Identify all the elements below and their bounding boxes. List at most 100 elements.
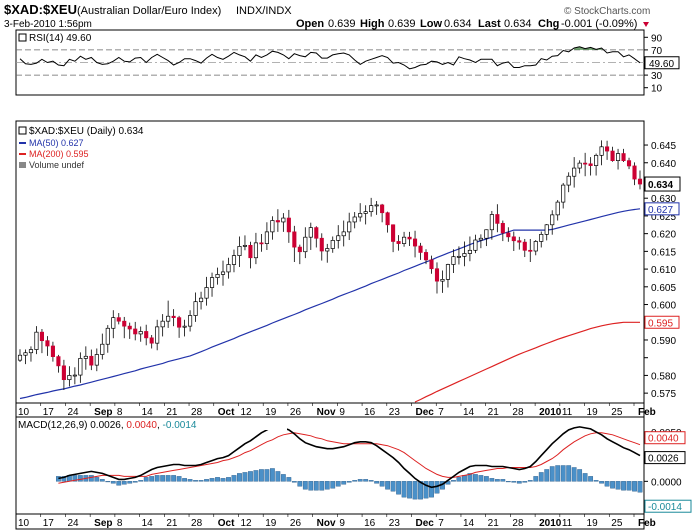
macd-hist-bar <box>418 481 423 500</box>
macd-hist-bar <box>182 478 187 482</box>
price-tick-label: 0.620 <box>651 230 676 241</box>
macd-hist-bar <box>138 480 144 482</box>
x-tick-label: 19 <box>587 518 599 529</box>
high-value: 0.639 <box>388 18 416 30</box>
macd-hist-bar <box>610 481 615 489</box>
x-tick-label: 14 <box>142 518 154 529</box>
macd-panel <box>15 416 645 515</box>
macd-signal-box <box>644 431 686 445</box>
macd-hist-bar <box>56 476 61 482</box>
macd-hist-bar <box>637 481 643 493</box>
candle-up <box>478 237 483 241</box>
candle-up <box>561 184 566 203</box>
macd-hist-bar <box>483 476 489 482</box>
macd-hist-bar <box>187 479 193 482</box>
macd-hist-bar <box>527 480 533 482</box>
macd-hist-bar <box>599 481 604 484</box>
macd-hist-bar <box>478 475 484 482</box>
macd-hist-bar <box>522 481 528 483</box>
macd-hist-bar <box>390 481 396 492</box>
x-tick-label: 8 <box>117 518 123 529</box>
candle-down <box>528 249 533 252</box>
candle-up <box>215 274 220 278</box>
macd-hist-bar <box>511 481 517 483</box>
candle-up <box>281 217 286 223</box>
macd-signal-line <box>58 432 641 484</box>
candle-down <box>396 241 401 244</box>
high-label: High <box>360 18 385 30</box>
macd-hist-bar <box>396 481 401 495</box>
candle-up <box>616 153 621 161</box>
x-tick-label: Nov <box>317 518 336 529</box>
macd-hist-bar <box>577 469 583 482</box>
candle-down <box>259 242 264 245</box>
price-legend-swatch <box>18 126 27 135</box>
candle-down <box>297 246 302 253</box>
macd-hist-bar <box>335 481 341 487</box>
low-value: 0.634 <box>444 18 472 30</box>
candle-up <box>303 236 308 253</box>
candle-down <box>275 220 280 223</box>
macd-hist-bar <box>302 481 308 490</box>
macd-hist-bar <box>160 475 166 482</box>
ma200-value-box <box>644 315 680 329</box>
macd-value: 0.0026 <box>648 454 679 465</box>
macd-hist-bar <box>116 481 122 486</box>
x-tick-label: 10 <box>18 407 30 418</box>
candle-up <box>369 205 374 213</box>
price-tick-label: 0.625 <box>651 212 676 223</box>
macd-hist-bar <box>473 474 478 482</box>
candle-down <box>314 227 319 239</box>
candle-down <box>122 320 127 327</box>
x-tick-label: 26 <box>290 518 302 529</box>
candle-down <box>588 163 593 166</box>
ma50-line <box>19 208 641 400</box>
candle-up <box>451 256 456 265</box>
x-tick-label: 21 <box>166 407 178 418</box>
price-tick-label: 0.615 <box>651 247 676 258</box>
x-tick-label: 19 <box>587 407 599 418</box>
x-tick-label: Sep <box>94 518 112 529</box>
x-tick-label: Feb <box>638 518 656 529</box>
macd-hist-bar <box>143 477 149 482</box>
x-tick-label: 14 <box>463 407 475 418</box>
candle-up <box>204 287 209 299</box>
macd-hist-bar <box>313 481 319 491</box>
x-tick-label: Dec <box>416 407 435 418</box>
x-tick-label: 24 <box>67 518 79 529</box>
x-tick-label: 8 <box>117 407 123 418</box>
candle-down <box>626 160 632 167</box>
x-tick-label: 23 <box>389 407 401 418</box>
price-tick-label: 0.610 <box>651 265 676 276</box>
price-layer: 0.575 0.580 0.590 0.600 0.605 0.610 0.615 0.620… <box>17 140 681 403</box>
macd-hist-bar <box>176 476 182 482</box>
macd-hist-bar <box>248 471 253 482</box>
candle-down <box>610 150 615 161</box>
macd-hist-bar <box>259 469 264 482</box>
x-tick-label: 7 <box>438 518 444 529</box>
x-tick-label: Oct <box>218 407 235 418</box>
candle-down <box>434 268 440 282</box>
candle-up <box>599 146 604 156</box>
candle-down <box>423 252 429 261</box>
candle-up <box>550 214 555 226</box>
candle-up <box>23 352 28 356</box>
candle-down <box>116 317 121 322</box>
x-tick-label: 11 <box>562 407 573 418</box>
x-tick-label: 25 <box>611 407 623 418</box>
open-label: Open <box>296 18 324 30</box>
price-tick-label: 0.575 <box>651 389 676 400</box>
macd-hist-bar <box>209 478 215 482</box>
candle-down <box>506 232 511 238</box>
candle-up <box>445 264 451 280</box>
brand-text[interactable]: © StockCharts.com <box>564 6 650 17</box>
ma200-legend: MA(200) 0.595 <box>29 149 89 159</box>
x-tick-label: Oct <box>218 518 235 529</box>
macd-hist-bar <box>88 475 94 482</box>
candle-up <box>440 279 445 282</box>
x-tick-label: 17 <box>43 518 55 529</box>
macd-hist-bar <box>319 481 325 491</box>
candle-up <box>594 154 599 166</box>
macd-hist-bar <box>127 481 133 484</box>
macd-hist-bar <box>308 481 314 491</box>
